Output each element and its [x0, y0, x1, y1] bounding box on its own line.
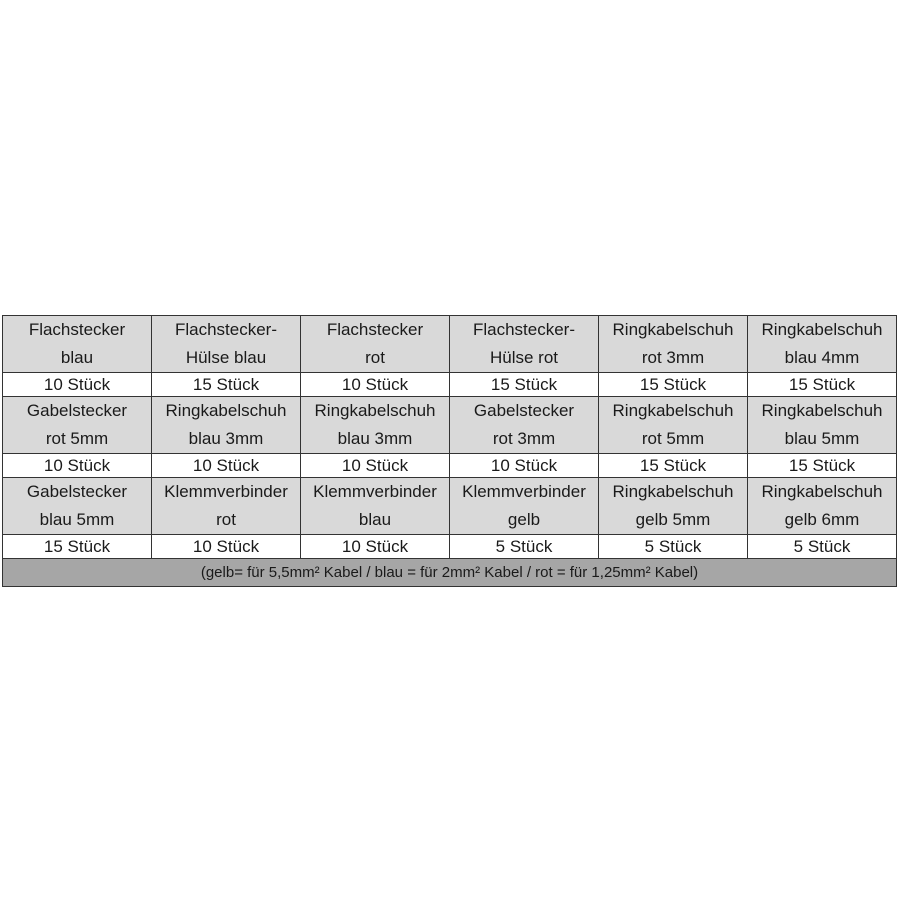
product-name-cell: Klemmverbinder gelb — [449, 477, 599, 535]
product-name-cell: Ringkabelschuh rot 3mm — [598, 315, 748, 373]
product-name-cell: Flachstecker- Hülse rot — [449, 315, 599, 373]
product-name-cell: Ringkabelschuh blau 3mm — [300, 396, 450, 454]
product-name-line: Klemmverbinder — [164, 482, 288, 501]
product-name-line: Ringkabelschuh — [314, 401, 436, 420]
product-name-line: blau 3mm — [337, 429, 413, 448]
parts-table: Flachstecker blau Flachstecker- Hülse blau F… — [2, 315, 897, 587]
product-name-line: rot — [216, 510, 236, 529]
quantity-cell: 15 Stück — [449, 372, 599, 397]
product-name-cell: Ringkabelschuh rot 5mm — [598, 396, 748, 454]
product-name-row: Flachstecker blau Flachstecker- Hülse blau F… — [2, 315, 897, 373]
product-name-line: blau 5mm — [784, 429, 860, 448]
quantity-cell: 10 Stück — [2, 372, 152, 397]
quantity-cell: 15 Stück — [151, 372, 301, 397]
product-name-line: Gabelstecker — [26, 401, 128, 420]
product-name-line: rot 5mm — [45, 429, 109, 448]
product-name-row: Gabelstecker blau 5mm Klemmverbinder rot Kle… — [2, 477, 897, 535]
cable-size-legend: (gelb= für 5,5mm² Kabel / blau = für 2mm… — [2, 558, 897, 587]
product-name-line: Flachstecker — [28, 320, 126, 339]
product-name-line: rot 3mm — [641, 348, 705, 367]
product-name-line: Klemmverbinder — [313, 482, 437, 501]
product-name-row: Gabelstecker rot 5mm Ringkabelschuh blau 3m… — [2, 396, 897, 454]
product-name-line: Gabelstecker — [473, 401, 575, 420]
product-name-line: blau 5mm — [39, 510, 115, 529]
quantity-cell: 10 Stück — [151, 453, 301, 478]
product-name-line: gelb 6mm — [784, 510, 860, 529]
product-name-cell: Ringkabelschuh blau 4mm — [747, 315, 897, 373]
product-name-line: blau 4mm — [784, 348, 860, 367]
quantity-row: 15 Stück 10 Stück 10 Stück 5 Stück 5 Stück 5 … — [2, 534, 897, 559]
product-name-line: Ringkabelschuh — [612, 401, 734, 420]
quantity-cell: 15 Stück — [747, 453, 897, 478]
product-name-line: Flachstecker — [326, 320, 424, 339]
quantity-cell: 5 Stück — [598, 534, 748, 559]
product-name-line: Ringkabelschuh — [165, 401, 287, 420]
product-name-line: rot 5mm — [641, 429, 705, 448]
quantity-cell: 10 Stück — [449, 453, 599, 478]
quantity-cell: 10 Stück — [300, 534, 450, 559]
product-name-cell: Gabelstecker rot 3mm — [449, 396, 599, 454]
product-name-line: Ringkabelschuh — [761, 401, 883, 420]
product-name-line: Hülse rot — [489, 348, 559, 367]
quantity-cell: 10 Stück — [300, 453, 450, 478]
product-name-cell: Ringkabelschuh blau 5mm — [747, 396, 897, 454]
product-name-cell: Flachstecker- Hülse blau — [151, 315, 301, 373]
quantity-row: 10 Stück 15 Stück 10 Stück 15 Stück 15 Stück… — [2, 372, 897, 397]
product-name-line: Klemmverbinder — [462, 482, 586, 501]
product-name-line: Gabelstecker — [26, 482, 128, 501]
quantity-cell: 5 Stück — [449, 534, 599, 559]
product-name-cell: Klemmverbinder rot — [151, 477, 301, 535]
product-name-line: Ringkabelschuh — [612, 482, 734, 501]
quantity-cell: 5 Stück — [747, 534, 897, 559]
quantity-cell: 15 Stück — [598, 453, 748, 478]
product-name-cell: Flachstecker blau — [2, 315, 152, 373]
product-name-line: Flachstecker- — [472, 320, 576, 339]
quantity-cell: 15 Stück — [598, 372, 748, 397]
quantity-cell: 10 Stück — [151, 534, 301, 559]
product-name-line: blau 3mm — [188, 429, 264, 448]
product-name-cell: Ringkabelschuh gelb 5mm — [598, 477, 748, 535]
product-name-line: rot — [365, 348, 385, 367]
product-name-line: Ringkabelschuh — [761, 482, 883, 501]
footer-row: (gelb= für 5,5mm² Kabel / blau = für 2mm… — [2, 558, 897, 587]
product-name-line: blau — [60, 348, 94, 367]
product-name-line: Hülse blau — [185, 348, 267, 367]
product-name-cell: Ringkabelschuh blau 3mm — [151, 396, 301, 454]
product-name-cell: Gabelstecker blau 5mm — [2, 477, 152, 535]
quantity-cell: 10 Stück — [300, 372, 450, 397]
product-name-cell: Flachstecker rot — [300, 315, 450, 373]
product-name-line: Ringkabelschuh — [761, 320, 883, 339]
quantity-row: 10 Stück 10 Stück 10 Stück 10 Stück 15 Stück… — [2, 453, 897, 478]
product-name-line: blau — [358, 510, 392, 529]
product-name-cell: Klemmverbinder blau — [300, 477, 450, 535]
product-name-line: gelb 5mm — [635, 510, 711, 529]
product-name-cell: Gabelstecker rot 5mm — [2, 396, 152, 454]
quantity-cell: 15 Stück — [2, 534, 152, 559]
product-name-cell: Ringkabelschuh gelb 6mm — [747, 477, 897, 535]
quantity-cell: 10 Stück — [2, 453, 152, 478]
product-name-line: rot 3mm — [492, 429, 556, 448]
product-name-line: Ringkabelschuh — [612, 320, 734, 339]
product-name-line: Flachstecker- — [174, 320, 278, 339]
quantity-cell: 15 Stück — [747, 372, 897, 397]
product-name-line: gelb — [507, 510, 541, 529]
